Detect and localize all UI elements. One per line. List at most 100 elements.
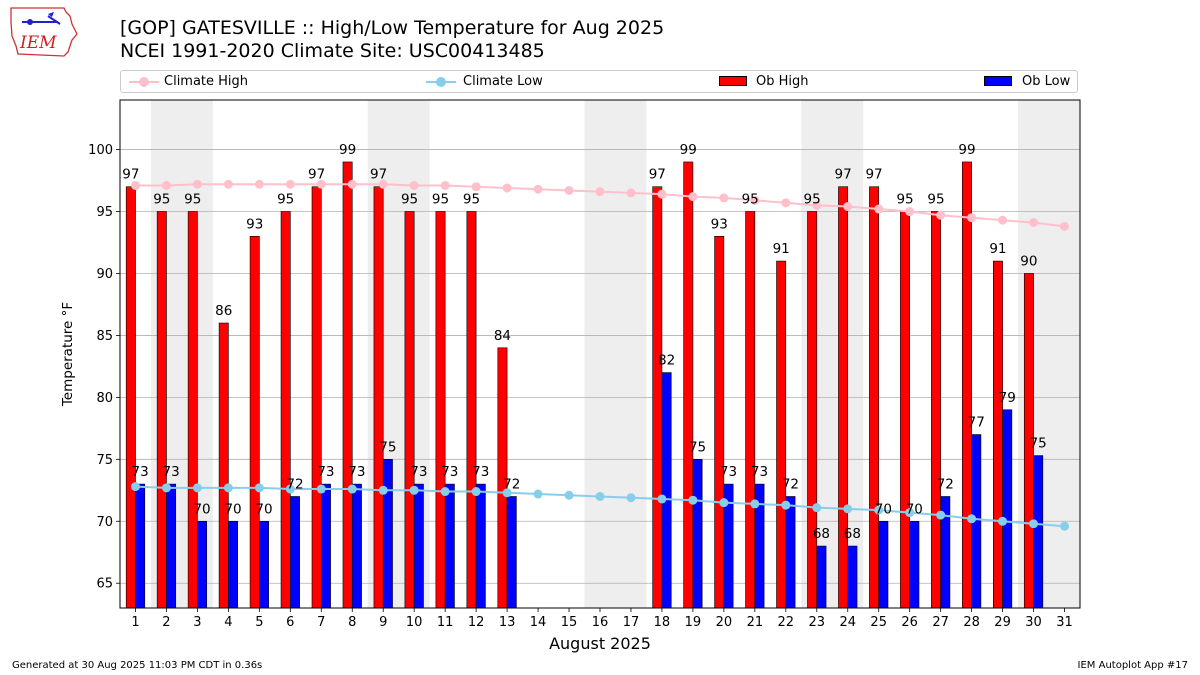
ob-high-bar <box>311 186 322 609</box>
legend-ob-low-label: Ob Low <box>1022 74 1071 89</box>
x-tick-label: 29 <box>994 615 1011 630</box>
ob-high-bar <box>218 322 229 609</box>
ob-low-bar <box>197 520 208 609</box>
ob-high-label: 95 <box>401 192 418 208</box>
ob-low-label: 73 <box>317 464 334 480</box>
legend-climate-high-marker <box>139 77 149 87</box>
climate-low-marker <box>316 484 326 494</box>
ob-high-label: 97 <box>370 167 387 183</box>
climate-low-marker <box>874 505 884 515</box>
ob-low-bar <box>909 520 920 609</box>
chart-subtitle: NCEI 1991-2020 Climate Site: USC00413485 <box>120 40 545 62</box>
climate-low-marker <box>843 504 853 514</box>
ob-low-bar <box>351 483 362 609</box>
y-tick-label: 90 <box>96 267 113 282</box>
ob-high-label: 91 <box>989 241 1006 257</box>
ob-low-label: 73 <box>751 464 768 480</box>
climate-low-marker <box>254 483 264 493</box>
legend-climate-low-marker <box>436 77 446 87</box>
climate-high-marker <box>719 193 729 203</box>
ob-low-bar <box>475 483 486 609</box>
ob-low-bar <box>661 372 672 609</box>
climate-high-marker <box>874 204 884 214</box>
x-tick-label: 25 <box>870 615 887 630</box>
climate-low-marker <box>223 483 233 493</box>
ob-low-bar <box>1033 455 1044 609</box>
climate-low-marker <box>750 499 760 509</box>
x-tick-label: 27 <box>932 615 949 630</box>
ob-low-bar <box>1002 409 1013 609</box>
ob-high-bar <box>931 211 941 609</box>
ob-low-bar <box>320 483 331 609</box>
x-tick-label: 4 <box>224 615 232 630</box>
climate-high-marker <box>316 179 326 189</box>
climate-high-marker <box>657 189 667 199</box>
ob-high-bar <box>838 186 849 609</box>
ob-high-label: 95 <box>896 192 913 208</box>
ob-low-label: 70 <box>224 501 241 517</box>
climate-high-marker <box>440 180 450 190</box>
climate-low-marker <box>161 483 171 493</box>
ob-low-label: 75 <box>689 439 706 455</box>
ob-low-label: 68 <box>813 526 830 542</box>
ob-high-label: 97 <box>308 167 325 183</box>
climate-high-marker <box>254 179 264 189</box>
x-tick-label: 1 <box>131 615 139 630</box>
ob-low-label: 70 <box>255 501 272 517</box>
x-tick-label: 26 <box>901 615 918 630</box>
climate-high-marker <box>750 195 760 205</box>
x-tick-label: 19 <box>685 615 702 630</box>
ob-high-bar <box>187 211 198 609</box>
x-tick-label: 31 <box>1056 615 1073 630</box>
ob-high-label: 90 <box>1020 253 1037 269</box>
ob-high-bar <box>745 211 756 609</box>
generated-timestamp: Generated at 30 Aug 2025 11:03 PM CDT in… <box>12 660 263 671</box>
climate-high-marker <box>998 215 1008 225</box>
y-tick-label: 65 <box>96 577 113 592</box>
x-tick-label: 6 <box>286 615 294 630</box>
legend-climate-high-label: Climate High <box>164 74 249 89</box>
ob-high-bar <box>466 211 477 609</box>
ob-low-bar <box>166 483 177 609</box>
ob-low-label: 70 <box>193 501 210 517</box>
ob-low-label: 73 <box>132 464 149 480</box>
ob-high-label: 95 <box>927 192 944 208</box>
climate-low-marker <box>1060 521 1070 531</box>
climate-low-marker <box>533 489 543 499</box>
ob-high-label: 86 <box>215 303 232 319</box>
app-credit: IEM Autoplot App #17 <box>1077 660 1188 671</box>
climate-low-marker <box>905 508 915 518</box>
climate-high-marker <box>936 210 946 220</box>
ob-low-label: 82 <box>658 353 675 369</box>
x-tick-label: 5 <box>255 615 263 630</box>
iem-logo: IEM <box>10 7 78 57</box>
ob-high-bar <box>652 186 663 609</box>
x-tick-label: 20 <box>716 615 733 630</box>
ob-high-bar <box>280 211 291 609</box>
x-tick-label: 13 <box>499 615 516 630</box>
ob-low-label: 70 <box>875 501 892 517</box>
x-tick-label: 28 <box>963 615 980 630</box>
y-tick-label: 70 <box>96 515 113 530</box>
x-tick-label: 14 <box>530 615 547 630</box>
climate-low-marker <box>719 498 729 508</box>
climate-high-marker <box>812 200 822 210</box>
x-tick-label: 8 <box>348 615 356 630</box>
ob-high-bar <box>125 186 136 609</box>
climate-low-marker <box>626 493 636 503</box>
y-tick-label: 80 <box>96 391 113 406</box>
chart-title: [GOP] GATESVILLE :: High/Low Temperature… <box>120 17 665 39</box>
ob-high-label: 95 <box>184 192 201 208</box>
ob-high-label: 95 <box>432 192 449 208</box>
x-tick-label: 12 <box>468 615 485 630</box>
ob-high-bar <box>807 211 818 609</box>
y-tick-label: 75 <box>96 453 113 468</box>
climate-high-marker <box>564 185 574 195</box>
climate-high-marker <box>595 187 605 197</box>
climate-low-marker <box>998 516 1008 526</box>
ob-high-bar <box>900 211 910 609</box>
x-tick-label: 21 <box>747 615 764 630</box>
climate-high-marker <box>905 207 915 217</box>
climate-low-marker <box>502 488 512 498</box>
ob-low-bar <box>444 483 455 609</box>
